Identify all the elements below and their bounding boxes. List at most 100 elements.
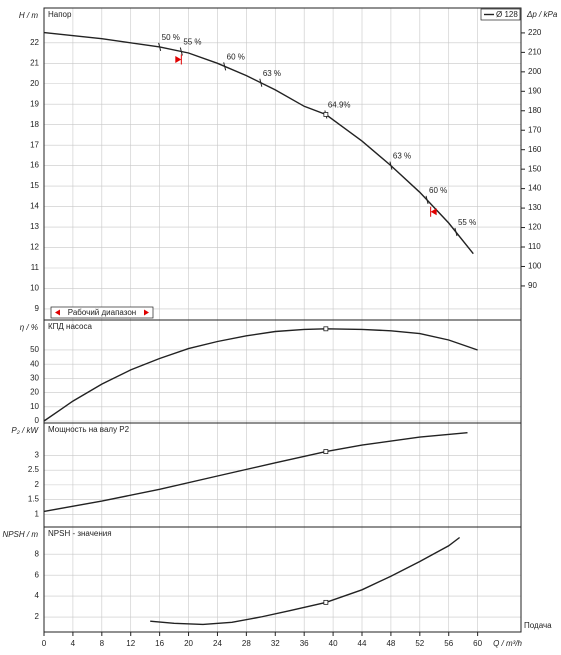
x-tick-label: 56 xyxy=(444,639,453,648)
bep-marker xyxy=(323,449,329,454)
y2-tick-label: 120 xyxy=(528,223,542,232)
panel-title: КПД насоса xyxy=(48,322,92,331)
efficiency-label: 55 % xyxy=(183,38,201,47)
panel-frame xyxy=(43,7,522,321)
efficiency-label: 60 % xyxy=(429,186,447,195)
y2-tick-label: 100 xyxy=(528,262,542,271)
efficiency-tick xyxy=(425,195,429,205)
y2-tick-label: 190 xyxy=(528,86,542,95)
efficiency-tick xyxy=(454,227,458,237)
y-tick-label: 20 xyxy=(30,388,39,397)
x-tick-label: 24 xyxy=(213,639,222,648)
curve xyxy=(43,432,468,513)
x-tick-label: 44 xyxy=(358,639,367,648)
y2-tick-label: 200 xyxy=(528,67,542,76)
y-axis-label: NPSH / m xyxy=(2,530,38,539)
x-tick-label: 16 xyxy=(155,639,164,648)
x-tick-label: 52 xyxy=(415,639,424,648)
panel-frame xyxy=(43,526,522,633)
panel-frame xyxy=(43,319,522,424)
panel-title: Мощность на валу P2 xyxy=(48,425,130,434)
y-tick-label: 30 xyxy=(30,373,39,382)
efficiency-label: 50 % xyxy=(162,33,180,42)
y-tick-label: 2.5 xyxy=(28,465,40,474)
x-tick-label: 8 xyxy=(100,639,105,648)
y2-tick-label: 90 xyxy=(528,281,537,290)
y-tick-label: 1.5 xyxy=(28,495,40,504)
y2-tick-label: 170 xyxy=(528,125,542,134)
y2-tick-label: 180 xyxy=(528,106,542,115)
efficiency-tick xyxy=(223,62,227,71)
y2-tick-label: 210 xyxy=(528,47,542,56)
y-tick-label: 2 xyxy=(35,480,40,489)
x-tick-label: 20 xyxy=(184,639,193,648)
y-tick-label: 9 xyxy=(35,304,40,313)
efficiency-label: 63 % xyxy=(393,152,411,161)
x-tick-label: 32 xyxy=(271,639,280,648)
efficiency-tick xyxy=(259,78,263,87)
curve xyxy=(150,536,461,626)
range-arrow xyxy=(430,208,437,216)
y-tick-label: 40 xyxy=(30,359,39,368)
panel-title: NPSH - значения xyxy=(48,529,112,538)
x-tick-label: 0 xyxy=(42,639,47,648)
y2-tick-label: 140 xyxy=(528,184,542,193)
efficiency-tick xyxy=(158,42,162,52)
efficiency-tick xyxy=(179,47,183,56)
y-tick-label: 4 xyxy=(35,591,40,600)
range-legend-arrow xyxy=(55,309,60,316)
y-tick-label: 18 xyxy=(30,120,39,129)
y-tick-label: 13 xyxy=(30,222,39,231)
x-tick-label: 40 xyxy=(329,639,338,648)
y-tick-label: 10 xyxy=(30,284,39,293)
range-arrow xyxy=(175,56,182,64)
y-axis-label: H / m xyxy=(19,11,38,20)
y2-axis-label: Δp / kPa xyxy=(526,10,558,19)
range-legend-box xyxy=(50,306,154,319)
y-tick-label: 3 xyxy=(35,451,40,460)
y-tick-label: 2 xyxy=(35,612,40,621)
curve xyxy=(43,31,474,255)
y2-tick-label: 150 xyxy=(528,164,542,173)
y-tick-label: 6 xyxy=(35,570,40,579)
y-tick-label: 1 xyxy=(35,509,40,518)
x-tick-label: 48 xyxy=(386,639,395,648)
y-tick-label: 21 xyxy=(30,58,39,67)
y-tick-label: 11 xyxy=(31,263,40,272)
y-axis-label: P₂ / kW xyxy=(11,426,39,435)
x-axis-title: Подача xyxy=(524,621,552,630)
y-tick-label: 16 xyxy=(30,161,39,170)
panel-title: Напор xyxy=(48,10,72,19)
range-legend-label: Рабочий диапазон xyxy=(68,308,136,317)
y-tick-label: 20 xyxy=(30,79,39,88)
y-tick-label: 15 xyxy=(30,181,39,190)
range-legend-arrow xyxy=(144,309,149,316)
y-tick-label: 8 xyxy=(35,549,40,558)
y-tick-label: 17 xyxy=(30,140,39,149)
y2-tick-label: 160 xyxy=(528,145,542,154)
x-tick-label: 4 xyxy=(71,639,76,648)
efficiency-label: 55 % xyxy=(458,218,476,227)
panel-frame xyxy=(43,422,522,528)
y-tick-label: 19 xyxy=(30,99,39,108)
y-axis-label: η / % xyxy=(20,323,38,332)
efficiency-label: 60 % xyxy=(227,52,245,61)
efficiency-tick xyxy=(389,161,393,170)
efficiency-label: 64.9% xyxy=(328,101,351,110)
y-tick-label: 14 xyxy=(30,202,39,211)
efficiency-label: 63 % xyxy=(263,69,281,78)
legend-box xyxy=(480,8,521,21)
y2-tick-label: 220 xyxy=(528,28,542,37)
y2-tick-label: 110 xyxy=(528,242,541,251)
x-tick-label: 28 xyxy=(242,639,251,648)
bep-marker xyxy=(323,599,329,605)
curve xyxy=(43,328,478,422)
x-axis-label: Q / m³/h xyxy=(493,639,522,648)
x-tick-label: 12 xyxy=(126,639,135,648)
y2-tick-label: 130 xyxy=(528,203,542,212)
x-tick-label: 60 xyxy=(473,639,482,648)
x-tick-label: 36 xyxy=(300,639,309,648)
legend-label: Ø 128 xyxy=(496,10,518,19)
y-tick-label: 10 xyxy=(30,402,39,411)
